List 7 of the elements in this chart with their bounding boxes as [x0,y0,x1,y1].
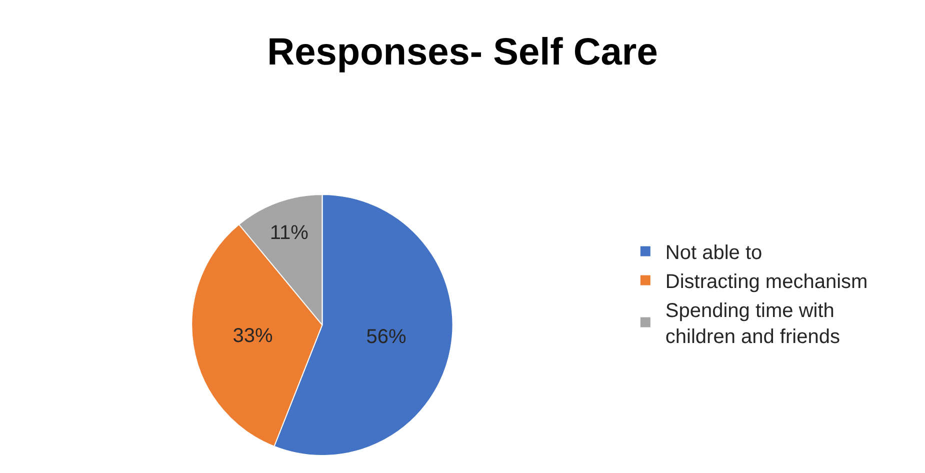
data-label: 56% [366,326,406,348]
data-label: 33% [232,324,274,347]
data-label: 11% [270,222,309,244]
legend-label: Distracting mechanism [665,271,868,294]
chart-title: Responses- Self Care [267,31,658,74]
legend-label: Not able to [665,242,762,264]
legend-label: Spending time with children and friends [665,300,840,348]
